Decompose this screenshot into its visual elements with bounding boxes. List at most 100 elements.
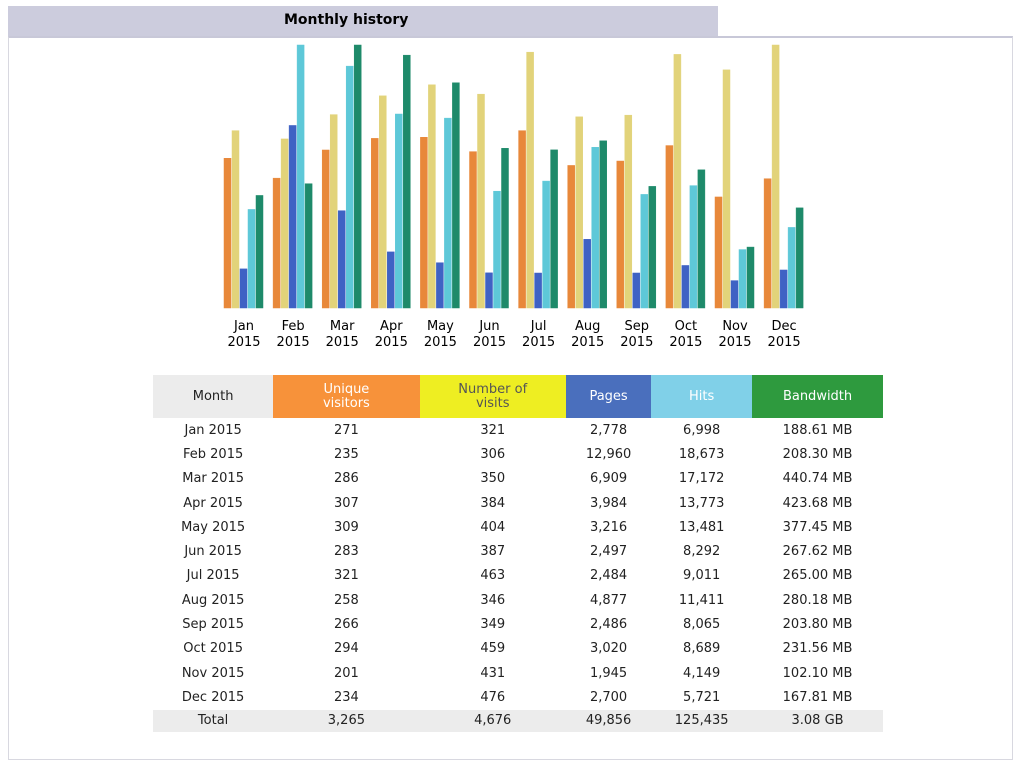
value-cell-text: 13,773 bbox=[678, 495, 725, 511]
month-cell-text: Nov 2015 bbox=[181, 665, 245, 681]
value-cell-text: 17,172 bbox=[678, 471, 725, 487]
bar bbox=[526, 51, 534, 309]
value-cell: 266 bbox=[273, 612, 419, 636]
bar bbox=[730, 280, 739, 309]
month-cell: Aug 2015 bbox=[153, 588, 273, 612]
value-cell: 286 bbox=[273, 467, 419, 491]
panel-header: Monthly history bbox=[8, 6, 718, 36]
month-cell-text: May 2015 bbox=[181, 519, 246, 535]
bar bbox=[681, 265, 690, 309]
bar bbox=[280, 138, 289, 309]
bar bbox=[239, 268, 248, 309]
x-tick-label: 2015 bbox=[620, 335, 653, 350]
total-cell: 4,676 bbox=[419, 709, 566, 732]
value-cell: 8,065 bbox=[651, 612, 752, 636]
data-row: Feb 2015 235 306 12,960 18,673 208.30 MB bbox=[153, 442, 883, 466]
bar bbox=[223, 158, 232, 309]
value-cell-text: 18,673 bbox=[678, 446, 725, 462]
bar bbox=[493, 190, 501, 309]
x-tick-label: Mar bbox=[330, 319, 355, 334]
bar bbox=[616, 160, 625, 309]
value-cell: 18,673 bbox=[651, 442, 752, 466]
value-cell-text: 271 bbox=[333, 422, 359, 438]
total-cell-text: 125,435 bbox=[674, 713, 729, 729]
value-cell: 2,497 bbox=[566, 539, 651, 563]
value-cell: 3,216 bbox=[566, 515, 651, 539]
value-cell: 235 bbox=[273, 442, 419, 466]
column-header-text: Number of visits bbox=[458, 381, 528, 411]
data-row: Sep 2015 266 349 2,486 8,065 203.80 MB bbox=[153, 612, 883, 636]
bar bbox=[795, 207, 804, 309]
month-cell-text: Sep 2015 bbox=[182, 617, 244, 633]
value-cell-text: 102.10 MB bbox=[782, 665, 853, 681]
month-cell: Jan 2015 bbox=[153, 418, 273, 442]
value-cell: 231.56 MB bbox=[752, 637, 883, 661]
value-cell-text: 280.18 MB bbox=[782, 592, 853, 608]
bar bbox=[321, 149, 330, 309]
x-tick-label: 2015 bbox=[473, 335, 506, 350]
value-cell: 6,909 bbox=[566, 467, 651, 491]
data-row: Dec 2015 234 476 2,700 5,721 167.81 MB bbox=[153, 685, 883, 709]
bar bbox=[477, 93, 485, 309]
value-cell-text: 265.00 MB bbox=[782, 568, 853, 584]
value-cell: 283 bbox=[273, 539, 419, 563]
bar bbox=[371, 138, 379, 309]
x-tick-label: Dec bbox=[772, 319, 797, 334]
x-tick-label: 2015 bbox=[571, 335, 604, 350]
bar bbox=[469, 151, 477, 309]
bar bbox=[689, 185, 698, 309]
value-cell-text: 201 bbox=[333, 665, 359, 681]
value-cell: 11,411 bbox=[651, 588, 752, 612]
value-cell: 3,984 bbox=[566, 491, 651, 515]
total-cell-text: 49,856 bbox=[585, 713, 632, 729]
bar bbox=[648, 186, 657, 309]
total-label: Total bbox=[153, 709, 274, 732]
column-header-text: Bandwidth bbox=[782, 388, 853, 404]
bar bbox=[255, 195, 264, 309]
value-cell: 2,778 bbox=[566, 418, 651, 442]
value-cell: 5,721 bbox=[651, 685, 752, 709]
value-cell-text: 3,020 bbox=[589, 641, 628, 657]
month-cell: Apr 2015 bbox=[153, 491, 273, 515]
value-cell: 431 bbox=[420, 661, 566, 685]
x-tick-label: 2015 bbox=[768, 335, 801, 350]
value-cell: 203.80 MB bbox=[752, 612, 883, 636]
value-cell: 8,689 bbox=[651, 637, 752, 661]
total-cell: 3.08 GB bbox=[752, 709, 883, 732]
bar bbox=[673, 54, 682, 309]
bar bbox=[665, 145, 674, 309]
total-row: Total 3,265 4,676 49,856 125,435 3.08 GB bbox=[153, 709, 883, 732]
x-tick-label: Nov bbox=[722, 319, 748, 334]
value-cell-text: 11,411 bbox=[678, 592, 725, 608]
value-cell: 13,773 bbox=[651, 491, 752, 515]
value-cell-text: 387 bbox=[480, 544, 506, 560]
value-cell: 307 bbox=[273, 491, 419, 515]
value-cell: 258 bbox=[273, 588, 419, 612]
month-cell-text: Feb 2015 bbox=[183, 446, 244, 462]
x-tick-label: 2015 bbox=[718, 335, 751, 350]
column-header-text: Pages bbox=[589, 388, 628, 404]
column-header: Hits bbox=[651, 375, 753, 418]
value-cell-text: 8,689 bbox=[683, 641, 721, 657]
value-cell-text: 321 bbox=[333, 568, 359, 584]
bar bbox=[697, 169, 706, 309]
column-header-text: Month bbox=[192, 388, 234, 404]
value-cell: 201 bbox=[273, 661, 419, 685]
value-cell: 271 bbox=[273, 418, 419, 442]
value-cell: 6,998 bbox=[651, 418, 752, 442]
value-cell: 423.68 MB bbox=[752, 491, 883, 515]
value-cell-text: 6,998 bbox=[683, 422, 721, 438]
column-header: Bandwidth bbox=[752, 375, 883, 418]
value-cell-text: 4,149 bbox=[683, 665, 721, 681]
value-cell-text: 208.30 MB bbox=[782, 446, 853, 462]
value-cell: 404 bbox=[420, 515, 566, 539]
value-cell-text: 9,011 bbox=[683, 568, 721, 584]
bar bbox=[599, 140, 607, 309]
month-cell-text: Mar 2015 bbox=[182, 471, 244, 487]
bar bbox=[304, 183, 313, 309]
total-label-text: Total bbox=[197, 713, 229, 729]
x-tick-label: 2015 bbox=[375, 335, 408, 350]
data-row: Nov 2015 201 431 1,945 4,149 102.10 MB bbox=[153, 661, 883, 685]
value-cell: 2,700 bbox=[566, 685, 651, 709]
